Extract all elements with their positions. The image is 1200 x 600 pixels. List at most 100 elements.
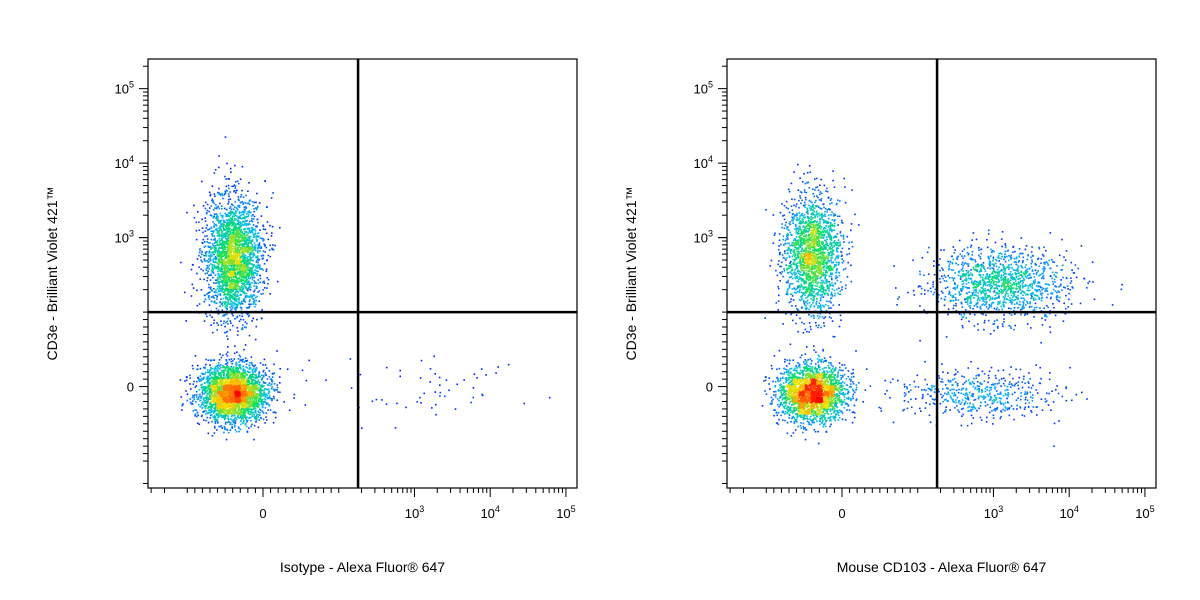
event-dot [196,368,198,371]
event-dot [247,212,250,214]
event-dot [229,290,231,292]
event-dot [221,389,223,392]
event-dot [237,403,240,405]
event-dot [201,180,203,183]
event-dot [251,200,254,203]
event-dot [212,416,214,418]
event-dot [213,398,216,401]
event-dot [229,235,232,238]
event-dot [227,291,230,294]
event-dot [267,409,269,411]
event-dot [217,309,220,312]
event-dot [218,251,221,253]
event-dot [226,213,228,216]
event-dot [232,380,234,382]
event-dot [237,281,240,284]
event-dot [225,250,228,253]
event-dot [242,264,244,266]
event-dot [231,279,233,281]
event-dot [210,411,213,413]
event-dot [206,212,208,215]
event-dot [251,400,254,403]
event-dot [222,398,224,400]
event-dot [195,415,198,418]
event-dot [238,365,241,367]
event-dot [217,410,219,412]
event-dot [219,261,221,264]
event-dot [224,232,227,235]
event-dot [229,306,231,309]
event-dot [226,289,228,292]
event-dot [255,394,258,397]
event-dot [216,254,219,256]
event-dot [279,226,281,229]
event-dot [219,293,221,295]
event-dot [200,404,203,407]
event-dot [210,226,213,229]
event-dot [263,385,265,387]
event-dot [223,425,226,428]
event-dot [264,180,266,183]
event-dot [218,250,220,252]
event-dot [249,411,252,414]
event-dot [225,234,227,237]
event-dot [245,283,248,286]
event-dot [196,412,199,414]
event-dot [232,204,234,207]
event-dot [204,245,207,247]
event-dot [209,291,211,293]
event-dot [252,391,254,393]
event-dot [267,254,270,257]
event-dot [233,240,236,242]
event-dot [224,290,226,292]
event-dot [245,231,248,234]
event-dot [185,390,187,392]
event-dot [211,331,214,334]
event-dot [207,393,210,395]
event-dot [203,254,205,257]
event-dot [223,228,225,230]
event-dot [224,248,227,251]
event-dot [221,261,223,264]
event-dot [228,240,230,243]
event-dot [248,283,251,285]
event-dot [213,226,215,229]
event-dot [247,400,250,403]
event-dot [227,225,230,228]
event-dot [222,288,224,290]
event-dot [223,193,226,196]
event-dot [237,377,240,379]
event-dot [257,245,260,248]
event-dot [226,162,228,165]
event-dot [226,277,228,279]
event-dot [264,251,266,253]
event-dot [253,403,256,406]
event-dot [244,276,247,279]
event-dot [211,247,214,249]
event-dot [225,410,228,413]
event-dot [238,376,241,379]
event-dot [189,377,191,379]
event-dot [204,407,207,409]
event-dot [227,399,230,401]
event-dot [232,302,235,304]
event-dot [229,329,231,331]
event-dot [246,215,248,218]
event-dot [213,215,215,218]
event-dot [232,230,235,233]
event-dot [215,375,218,378]
event-dot [248,248,251,251]
event-dot [239,224,241,226]
event-dot [225,189,228,192]
event-dot [233,403,236,405]
event-dot [252,276,254,279]
event-dot [262,289,264,291]
event-dot [199,278,201,280]
event-dot [252,396,254,399]
event-dot [253,285,255,287]
event-dot [224,300,226,303]
event-dot [200,397,202,399]
event-dot [225,438,228,441]
event-dot [248,246,250,249]
